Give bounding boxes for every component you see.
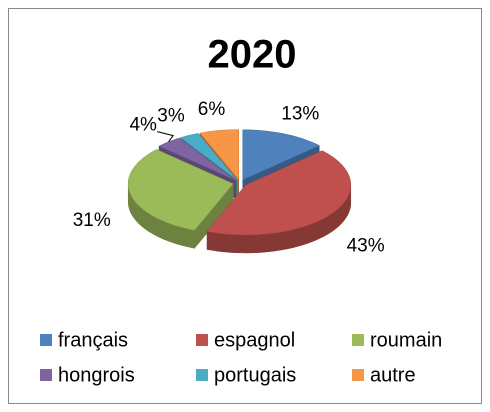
- legend-label: hongrois: [58, 364, 135, 386]
- chart-title: 2020: [208, 33, 297, 77]
- slice: [242, 129, 320, 181]
- data-label: 3%: [157, 106, 185, 127]
- legend-swatch: [40, 334, 52, 346]
- legend-label: espagnol: [214, 329, 295, 351]
- data-label: 13%: [281, 104, 319, 125]
- legend-swatch: [352, 334, 364, 346]
- slice: [206, 150, 352, 236]
- legend-swatch: [196, 334, 208, 346]
- slice: [180, 133, 237, 181]
- data-label: 31%: [73, 210, 111, 231]
- legend-label: portugais: [214, 364, 296, 386]
- legend-swatch: [40, 369, 52, 381]
- leader-line: [157, 131, 175, 143]
- legend-swatch: [196, 369, 208, 381]
- legend-label: autre: [370, 364, 416, 386]
- slice: [199, 129, 239, 181]
- legend-swatch: [352, 369, 364, 381]
- data-label: 43%: [347, 235, 385, 256]
- legend-label: roumain: [370, 329, 442, 351]
- legend-label: français: [58, 329, 128, 351]
- data-label: 6%: [198, 99, 226, 120]
- slice: [158, 137, 236, 181]
- slice: [127, 149, 234, 231]
- data-label: 4%: [129, 115, 157, 136]
